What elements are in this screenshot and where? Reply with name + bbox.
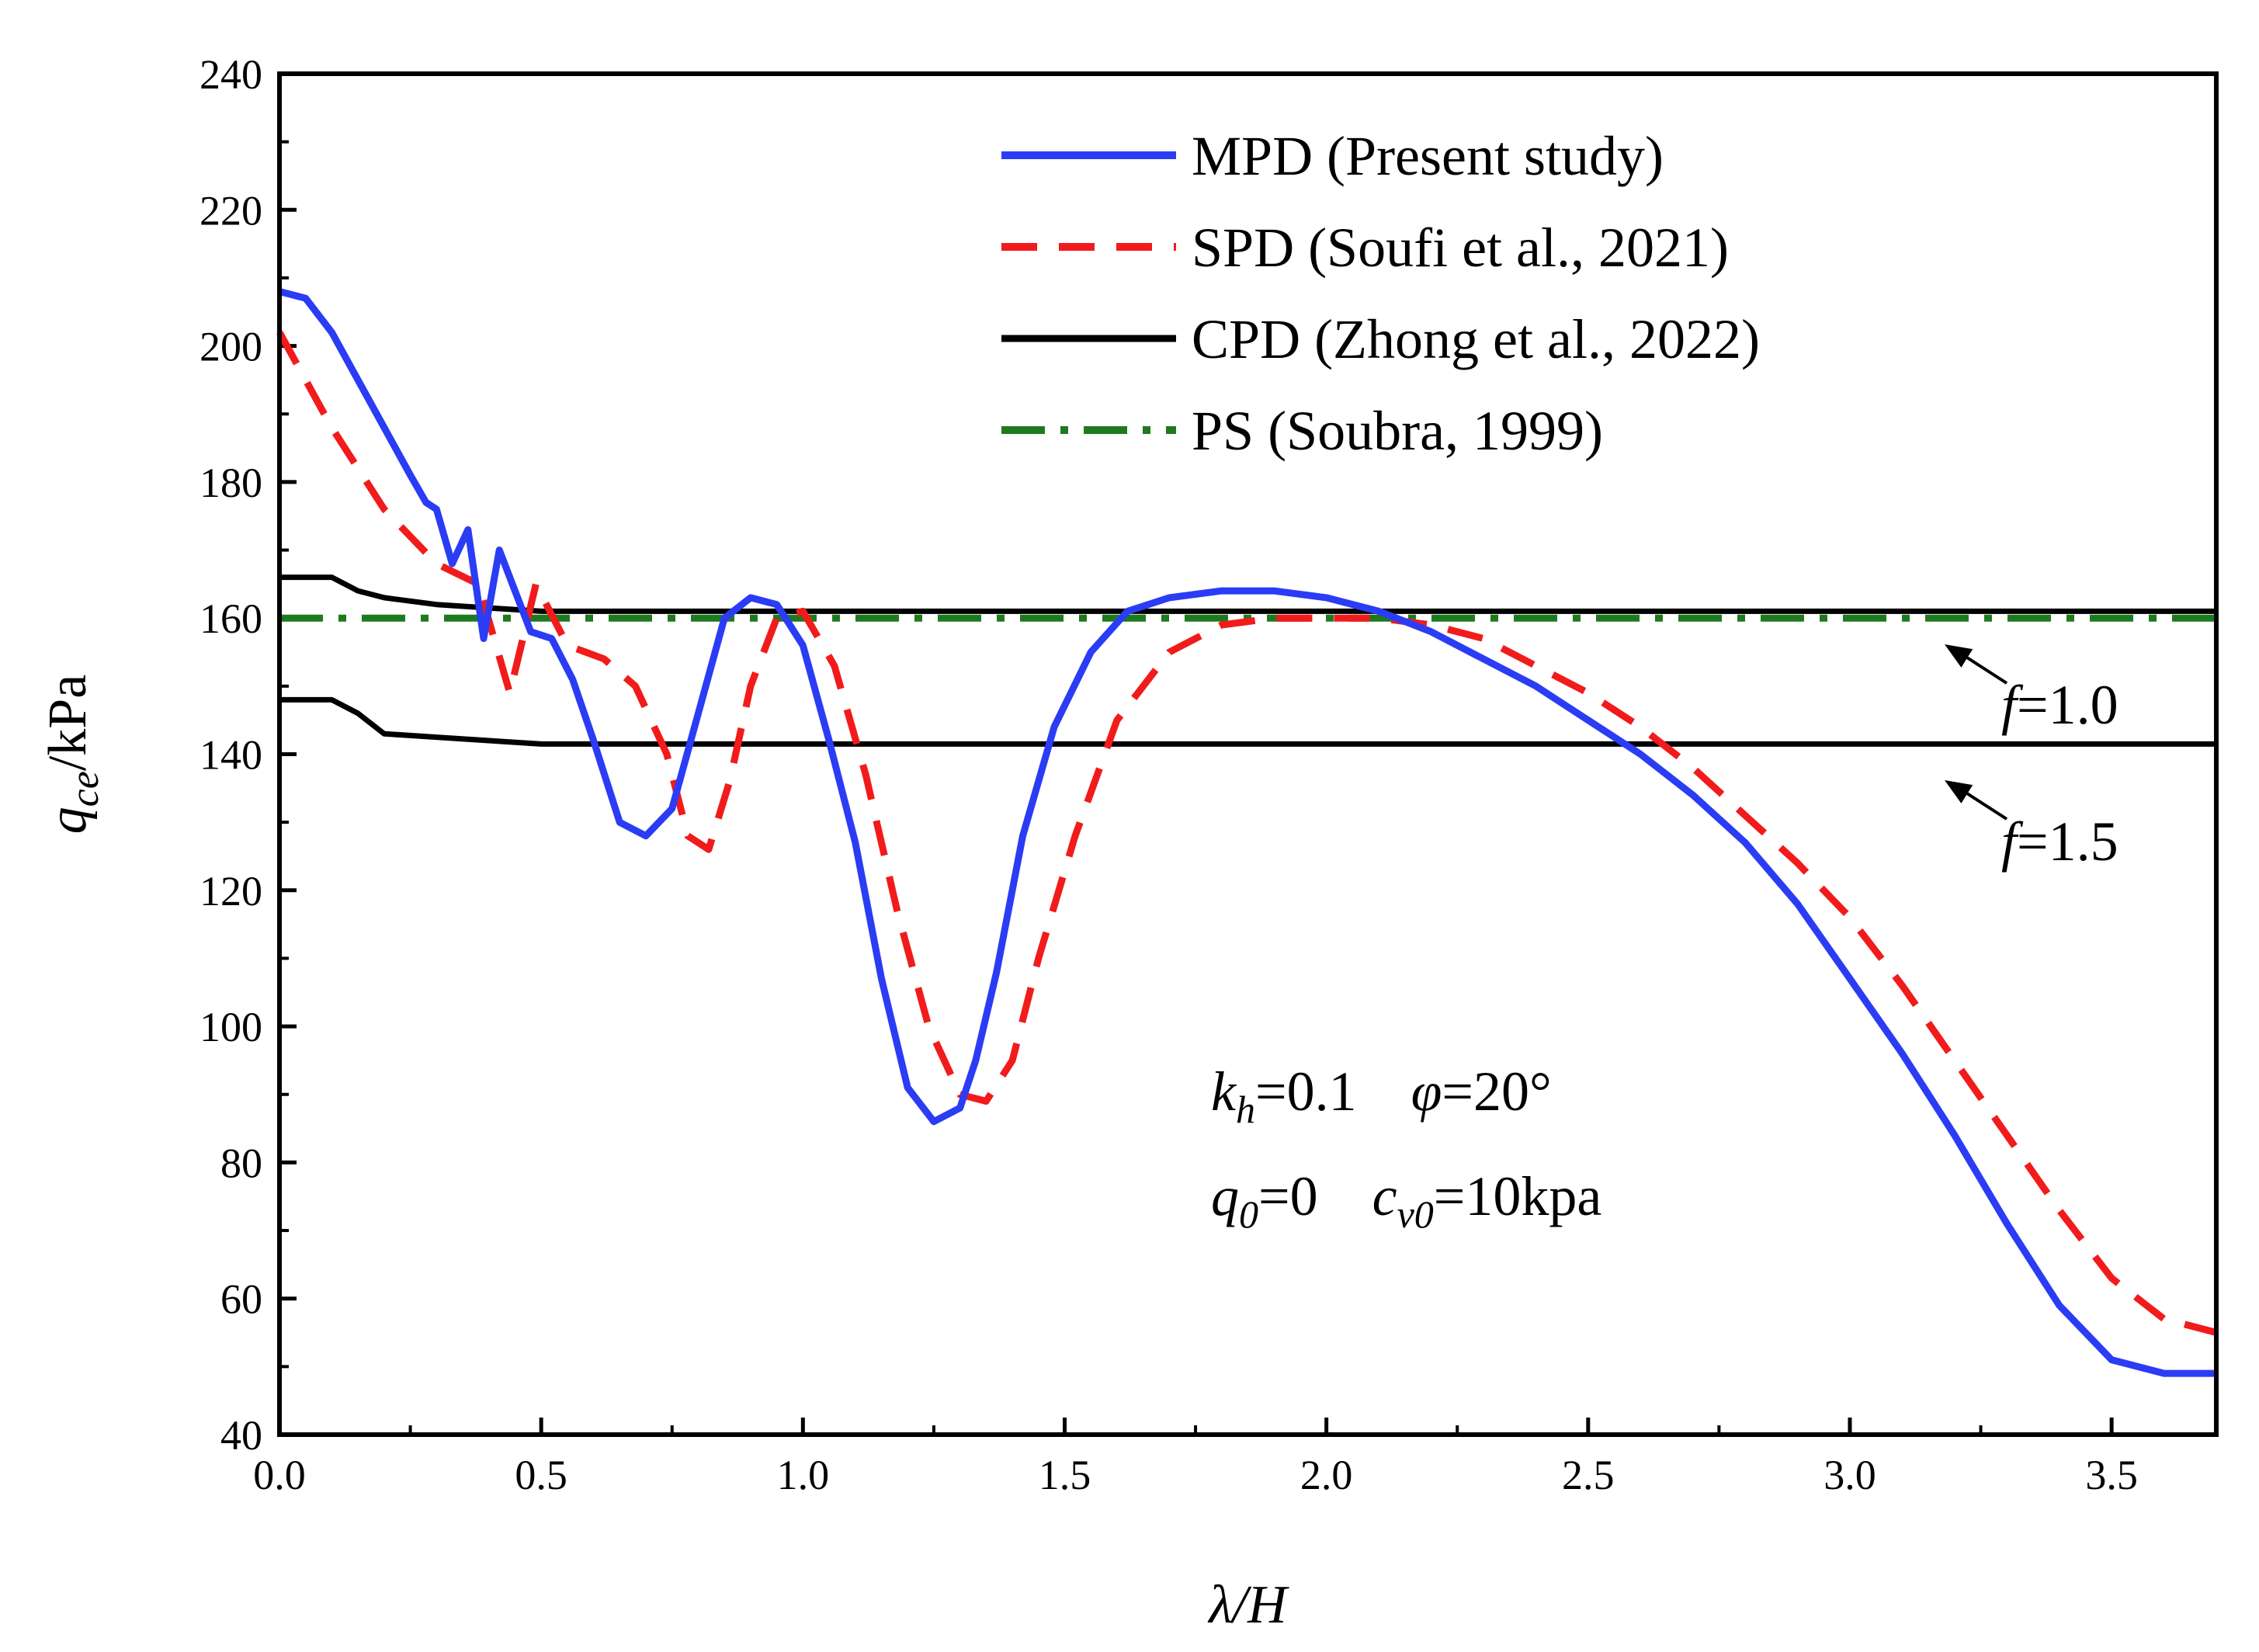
series-layer: [276, 288, 2218, 1377]
y-tick-label: 120: [200, 868, 262, 914]
annotations: f=1.0 f=1.5 kh=0.1 φ=20° q0=0 cv0=10kpa: [1211, 644, 2118, 1236]
param-cv0-subscript: v0: [1397, 1192, 1434, 1236]
series-line-3: [279, 696, 2216, 747]
param-kh-symbol: k: [1211, 1060, 1237, 1123]
param-q0-subscript: 0: [1239, 1192, 1258, 1236]
y-tick-label: 200: [200, 324, 262, 370]
annotation-f1-value: =1.0: [2017, 674, 2118, 736]
y-tick-label: 220: [200, 187, 262, 234]
legend: MPD (Present study) SPD (Soufi et al., 20…: [1001, 125, 1760, 462]
y-axis-title-subscript: ce: [63, 771, 107, 807]
x-tick-label: 0.0: [253, 1452, 306, 1498]
annotation-params-2: q0=0 cv0=10kpa: [1211, 1165, 1601, 1236]
legend-label-4: PS (Soubra, 1999): [1192, 400, 1603, 462]
y-tick-label: 180: [200, 460, 262, 506]
y-axis-title-unit: /kPa: [38, 675, 98, 771]
y-tick-label: 240: [200, 51, 262, 98]
y-axis-title-text: qce/kPa: [38, 675, 107, 835]
param-kh-value: =0.1: [1255, 1060, 1357, 1123]
series-line-1: [276, 330, 2218, 1336]
x-tick-label: 0.5: [515, 1452, 567, 1498]
x-axis-title-text: λ/H: [1207, 1575, 1289, 1635]
y-tick-label: 80: [220, 1140, 262, 1186]
param-phi-symbol: φ: [1411, 1060, 1442, 1123]
x-tick-label: 3.5: [2085, 1452, 2138, 1498]
arrow-head-f1: [1945, 644, 1973, 668]
series-line-2: [279, 574, 2216, 614]
x-tick-label: 2.5: [1562, 1452, 1615, 1498]
param-cv0-value: =10kpa: [1434, 1165, 1602, 1227]
param-cv0-symbol: c: [1372, 1165, 1397, 1227]
annotation-f2: f=1.5: [2001, 810, 2118, 873]
param-q0-symbol: q: [1211, 1165, 1239, 1227]
x-tick-label: 1.5: [1039, 1452, 1091, 1498]
param-q0-value: =0: [1258, 1165, 1318, 1227]
param-kh-subscript: h: [1236, 1088, 1255, 1131]
y-tick-label: 140: [200, 732, 262, 779]
legend-label-2: CPD (Zhong et al., 2022): [1192, 308, 1760, 370]
y-tick-label: 60: [220, 1276, 262, 1323]
x-axis-title: λ/H: [1207, 1575, 1289, 1635]
y-axis-title: qce/kPa: [38, 675, 107, 835]
x-tick-label: 3.0: [1824, 1452, 1876, 1498]
y-tick-label: 160: [200, 595, 262, 642]
series-line-0: [278, 288, 2216, 1377]
legend-label-1: SPD (Soufi et al., 2021): [1192, 217, 1729, 279]
x-tick-label: 1.0: [777, 1452, 830, 1498]
y-tick-label: 100: [200, 1004, 262, 1050]
legend-label-0: MPD (Present study): [1192, 125, 1664, 187]
param-phi-value: =20°: [1442, 1060, 1551, 1123]
plot-frame: [277, 71, 2219, 1437]
axis-ticks: 0.0 0.5 1.0 1.5 2.0 2.5 3.0 3.5 40 60 80 100 120 140 1…: [200, 51, 2138, 1498]
x-tick-label: 2.0: [1300, 1452, 1353, 1498]
annotation-params-1: kh=0.1 φ=20°: [1211, 1060, 1552, 1131]
arrow-head-f2: [1945, 780, 1973, 803]
y-axis-title-symbol: q: [38, 807, 98, 834]
annotation-f2-value: =1.5: [2017, 810, 2118, 873]
annotation-f1: f=1.0: [2001, 674, 2118, 736]
y-tick-label: 40: [220, 1412, 262, 1459]
